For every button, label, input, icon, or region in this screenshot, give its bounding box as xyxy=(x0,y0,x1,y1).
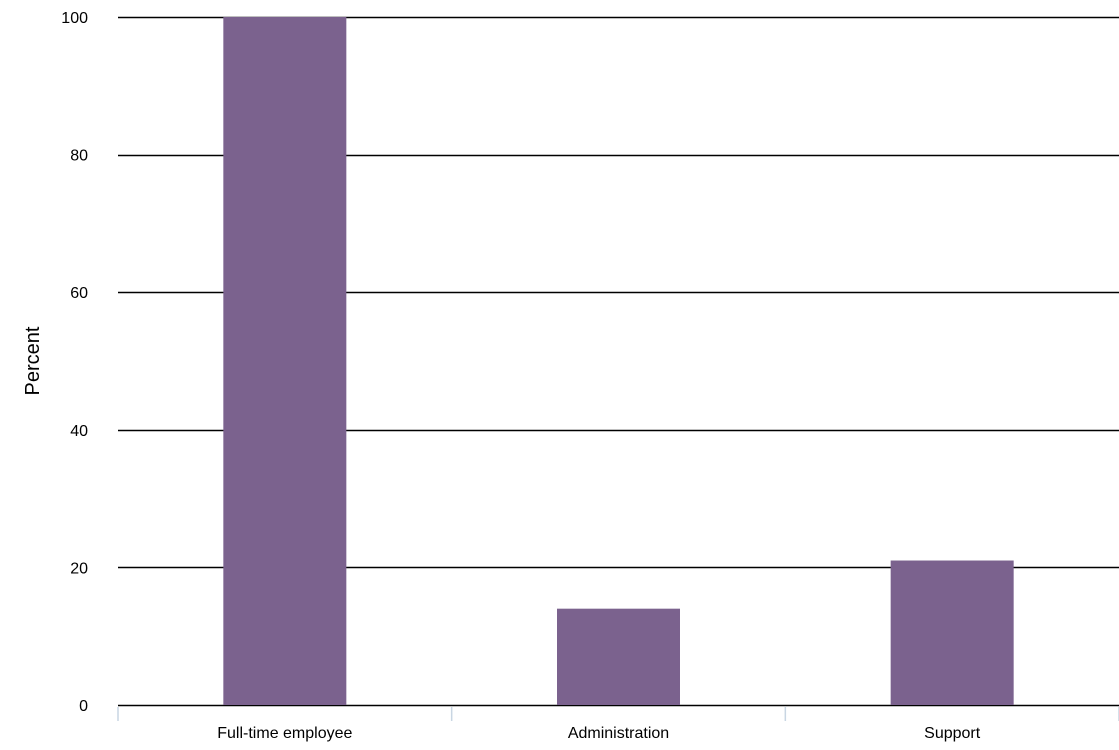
x-tick-label: Support xyxy=(924,725,981,742)
bar-full-time-employee xyxy=(223,17,347,705)
bars xyxy=(223,17,1014,705)
x-tick-labels: Full-time employee Administration Support xyxy=(217,725,980,742)
y-tick-labels: 0 20 40 60 80 100 xyxy=(61,10,88,715)
bar-administration xyxy=(557,608,680,705)
y-axis-title: Percent xyxy=(22,326,44,395)
x-tick-label: Administration xyxy=(568,725,669,742)
category-dividers xyxy=(117,707,1119,721)
y-tick-label: 80 xyxy=(70,148,88,165)
y-tick-label: 20 xyxy=(70,560,88,577)
y-tick-label: 100 xyxy=(61,10,88,27)
bar-support xyxy=(890,560,1014,705)
y-tick-label: 0 xyxy=(79,698,88,715)
x-tick-label: Full-time employee xyxy=(217,725,352,742)
y-tick-label: 60 xyxy=(70,285,88,302)
y-tick-label: 40 xyxy=(70,423,88,440)
